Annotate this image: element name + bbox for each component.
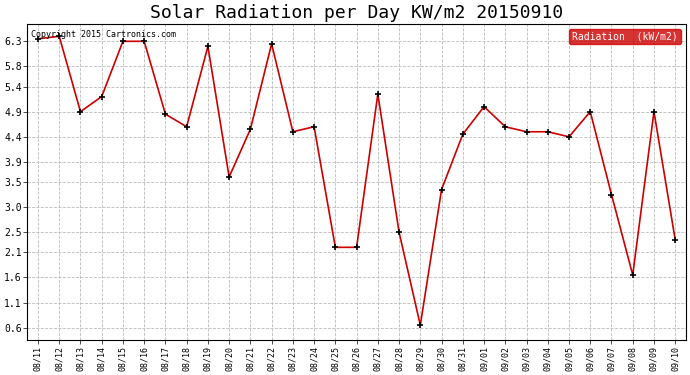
Text: Copyright 2015 Cartronics.com: Copyright 2015 Cartronics.com — [30, 30, 176, 39]
Legend: Radiation  (kW/m2): Radiation (kW/m2) — [569, 28, 681, 44]
Title: Solar Radiation per Day KW/m2 20150910: Solar Radiation per Day KW/m2 20150910 — [150, 4, 563, 22]
